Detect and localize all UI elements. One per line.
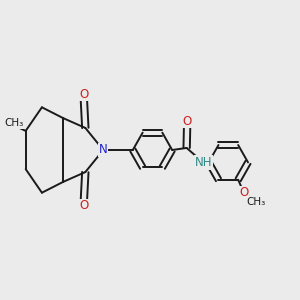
Text: O: O — [79, 88, 88, 100]
Text: N: N — [99, 143, 108, 157]
Text: CH₃: CH₃ — [4, 118, 23, 128]
Text: CH₃: CH₃ — [247, 197, 266, 207]
Text: O: O — [239, 187, 249, 200]
Text: NH: NH — [194, 156, 212, 169]
Text: O: O — [79, 200, 88, 212]
Text: O: O — [183, 115, 192, 128]
